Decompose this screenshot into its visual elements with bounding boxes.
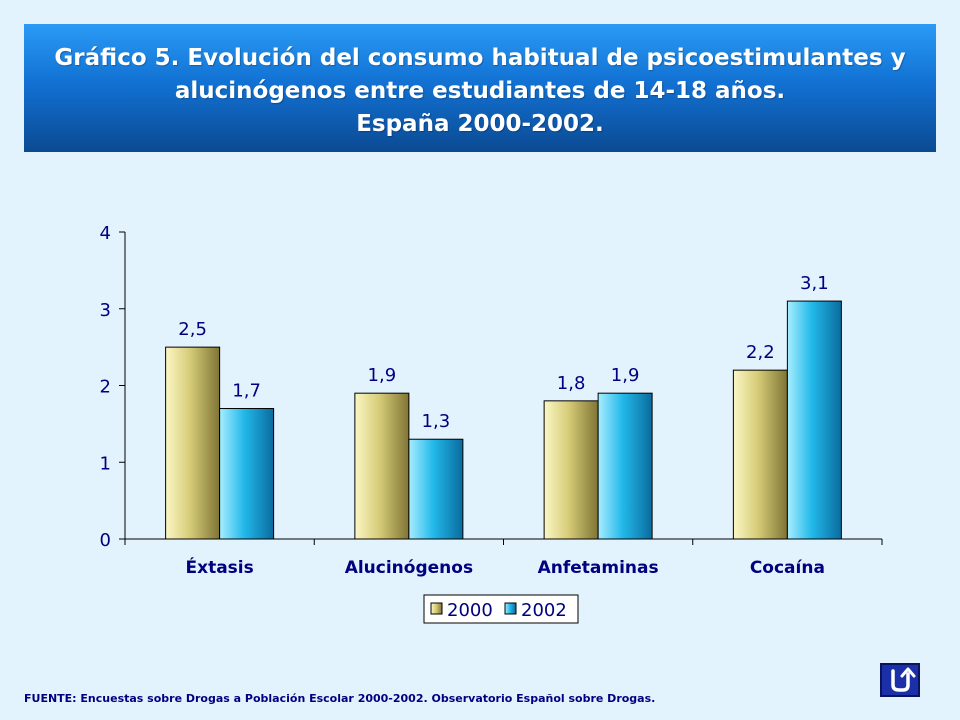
- y-tick-label-4: 4: [100, 223, 111, 244]
- bar-2002-0: [219, 408, 275, 540]
- category-label-1: Alucinógenos: [345, 558, 473, 578]
- category-label-0: Éxtasis: [186, 556, 254, 578]
- data-label-2000-0: 2,5: [178, 319, 207, 340]
- return-arrow-icon: [891, 667, 916, 692]
- labels-layer: 2,5 1,7 Éxtasis 1,9 1,3 Alucinógenos 1,8 1,9 Anf…: [100, 223, 829, 578]
- return-button[interactable]: [880, 663, 920, 697]
- data-label-2000-3: 2,2: [746, 342, 775, 363]
- data-label-2002-0: 1,7: [232, 381, 261, 402]
- y-tick-label-3: 3: [100, 300, 111, 321]
- bar-2002-2: [597, 392, 653, 540]
- category-label-2: Anfetaminas: [538, 558, 659, 578]
- data-label-2002-2: 1,9: [611, 365, 640, 386]
- legend-label-2000: 2000: [447, 600, 493, 621]
- y-tick-label-2: 2: [100, 377, 111, 398]
- bars-layer: [165, 300, 842, 540]
- data-label-2002-1: 1,3: [422, 411, 451, 432]
- bar-2000-1: [354, 392, 410, 540]
- bar-2002-1: [408, 438, 464, 540]
- bar-2002-3: [786, 300, 842, 540]
- y-tick-label-1: 1: [100, 453, 111, 474]
- legend-swatch-2002: [504, 602, 517, 615]
- category-label-3: Cocaína: [750, 558, 825, 578]
- legend-label-2002: 2002: [521, 600, 567, 621]
- data-label-2000-2: 1,8: [557, 373, 586, 394]
- bar-2000-3: [732, 369, 788, 540]
- data-label-2002-3: 3,1: [800, 273, 829, 294]
- y-tick-label-0: 0: [100, 530, 111, 551]
- legend: 2000 2002: [423, 594, 579, 624]
- title-line-3: España 2000-2002.: [356, 111, 604, 137]
- title-line-1: Gráfico 5. Evolución del consumo habitua…: [54, 45, 906, 71]
- title-line-2: alucinógenos entre estudiantes de 14-18 …: [174, 78, 786, 104]
- legend-box: [423, 594, 579, 624]
- bar-2000-0: [165, 346, 221, 540]
- bar-2000-2: [543, 400, 599, 540]
- legend-swatch-2000: [430, 602, 443, 615]
- title-banner: Gráfico 5. Evolución del consumo habitua…: [24, 24, 936, 152]
- axes-layer: [119, 231, 883, 545]
- source-note: FUENTE: Encuestas sobre Drogas a Poblaci…: [24, 692, 656, 705]
- data-label-2000-1: 1,9: [368, 365, 397, 386]
